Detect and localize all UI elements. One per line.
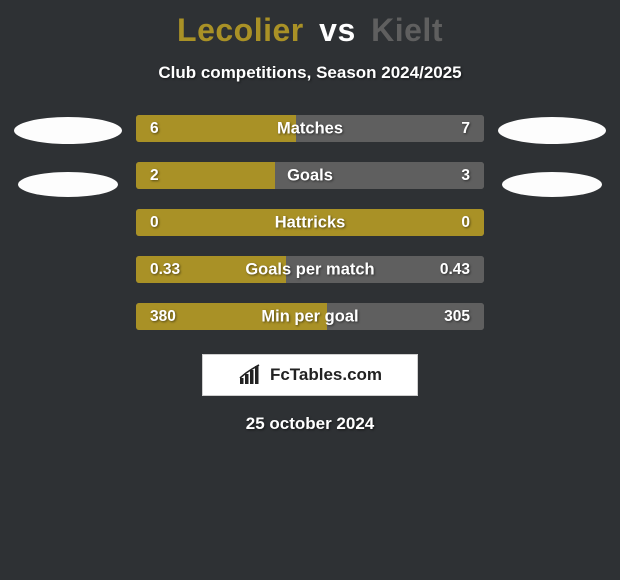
content-row: 67Matches23Goals00Hattricks0.330.43Goals… bbox=[0, 115, 620, 330]
player-disc bbox=[14, 117, 122, 144]
title-vs: vs bbox=[319, 12, 356, 48]
stat-value-left: 0 bbox=[150, 214, 159, 232]
date: 25 october 2024 bbox=[0, 414, 620, 434]
left-discs bbox=[6, 115, 130, 197]
stat-value-right: 3 bbox=[461, 167, 470, 185]
stat-value-left: 380 bbox=[150, 308, 176, 326]
right-discs bbox=[490, 115, 614, 197]
stat-value-left: 6 bbox=[150, 120, 159, 138]
stat-value-right: 0.43 bbox=[440, 261, 470, 279]
stat-bar: 23Goals bbox=[136, 162, 484, 189]
stat-value-right: 7 bbox=[461, 120, 470, 138]
comparison-card: Lecolier vs Kielt Club competitions, Sea… bbox=[0, 0, 620, 580]
comparison-bars: 67Matches23Goals00Hattricks0.330.43Goals… bbox=[130, 115, 490, 330]
page-title: Lecolier vs Kielt bbox=[0, 12, 620, 49]
title-player1: Lecolier bbox=[177, 12, 304, 48]
stat-value-left: 2 bbox=[150, 167, 159, 185]
subtitle: Club competitions, Season 2024/2025 bbox=[0, 63, 620, 83]
player-disc bbox=[18, 172, 118, 197]
stat-bar: 00Hattricks bbox=[136, 209, 484, 236]
stat-bar-right-fill bbox=[275, 162, 484, 189]
bars-icon bbox=[238, 364, 266, 386]
title-player2: Kielt bbox=[371, 12, 443, 48]
stat-value-right: 0 bbox=[461, 214, 470, 232]
stat-bar: 380305Min per goal bbox=[136, 303, 484, 330]
stat-bar-right-fill bbox=[296, 115, 484, 142]
stat-value-right: 305 bbox=[444, 308, 470, 326]
stat-bar-left-fill bbox=[136, 115, 296, 142]
stat-bar: 0.330.43Goals per match bbox=[136, 256, 484, 283]
stat-bar-left-fill bbox=[136, 209, 484, 236]
stat-value-left: 0.33 bbox=[150, 261, 180, 279]
logo-text: FcTables.com bbox=[270, 365, 382, 385]
source-logo: FcTables.com bbox=[202, 354, 418, 396]
stat-bar: 67Matches bbox=[136, 115, 484, 142]
player-disc bbox=[502, 172, 602, 197]
player-disc bbox=[498, 117, 606, 144]
